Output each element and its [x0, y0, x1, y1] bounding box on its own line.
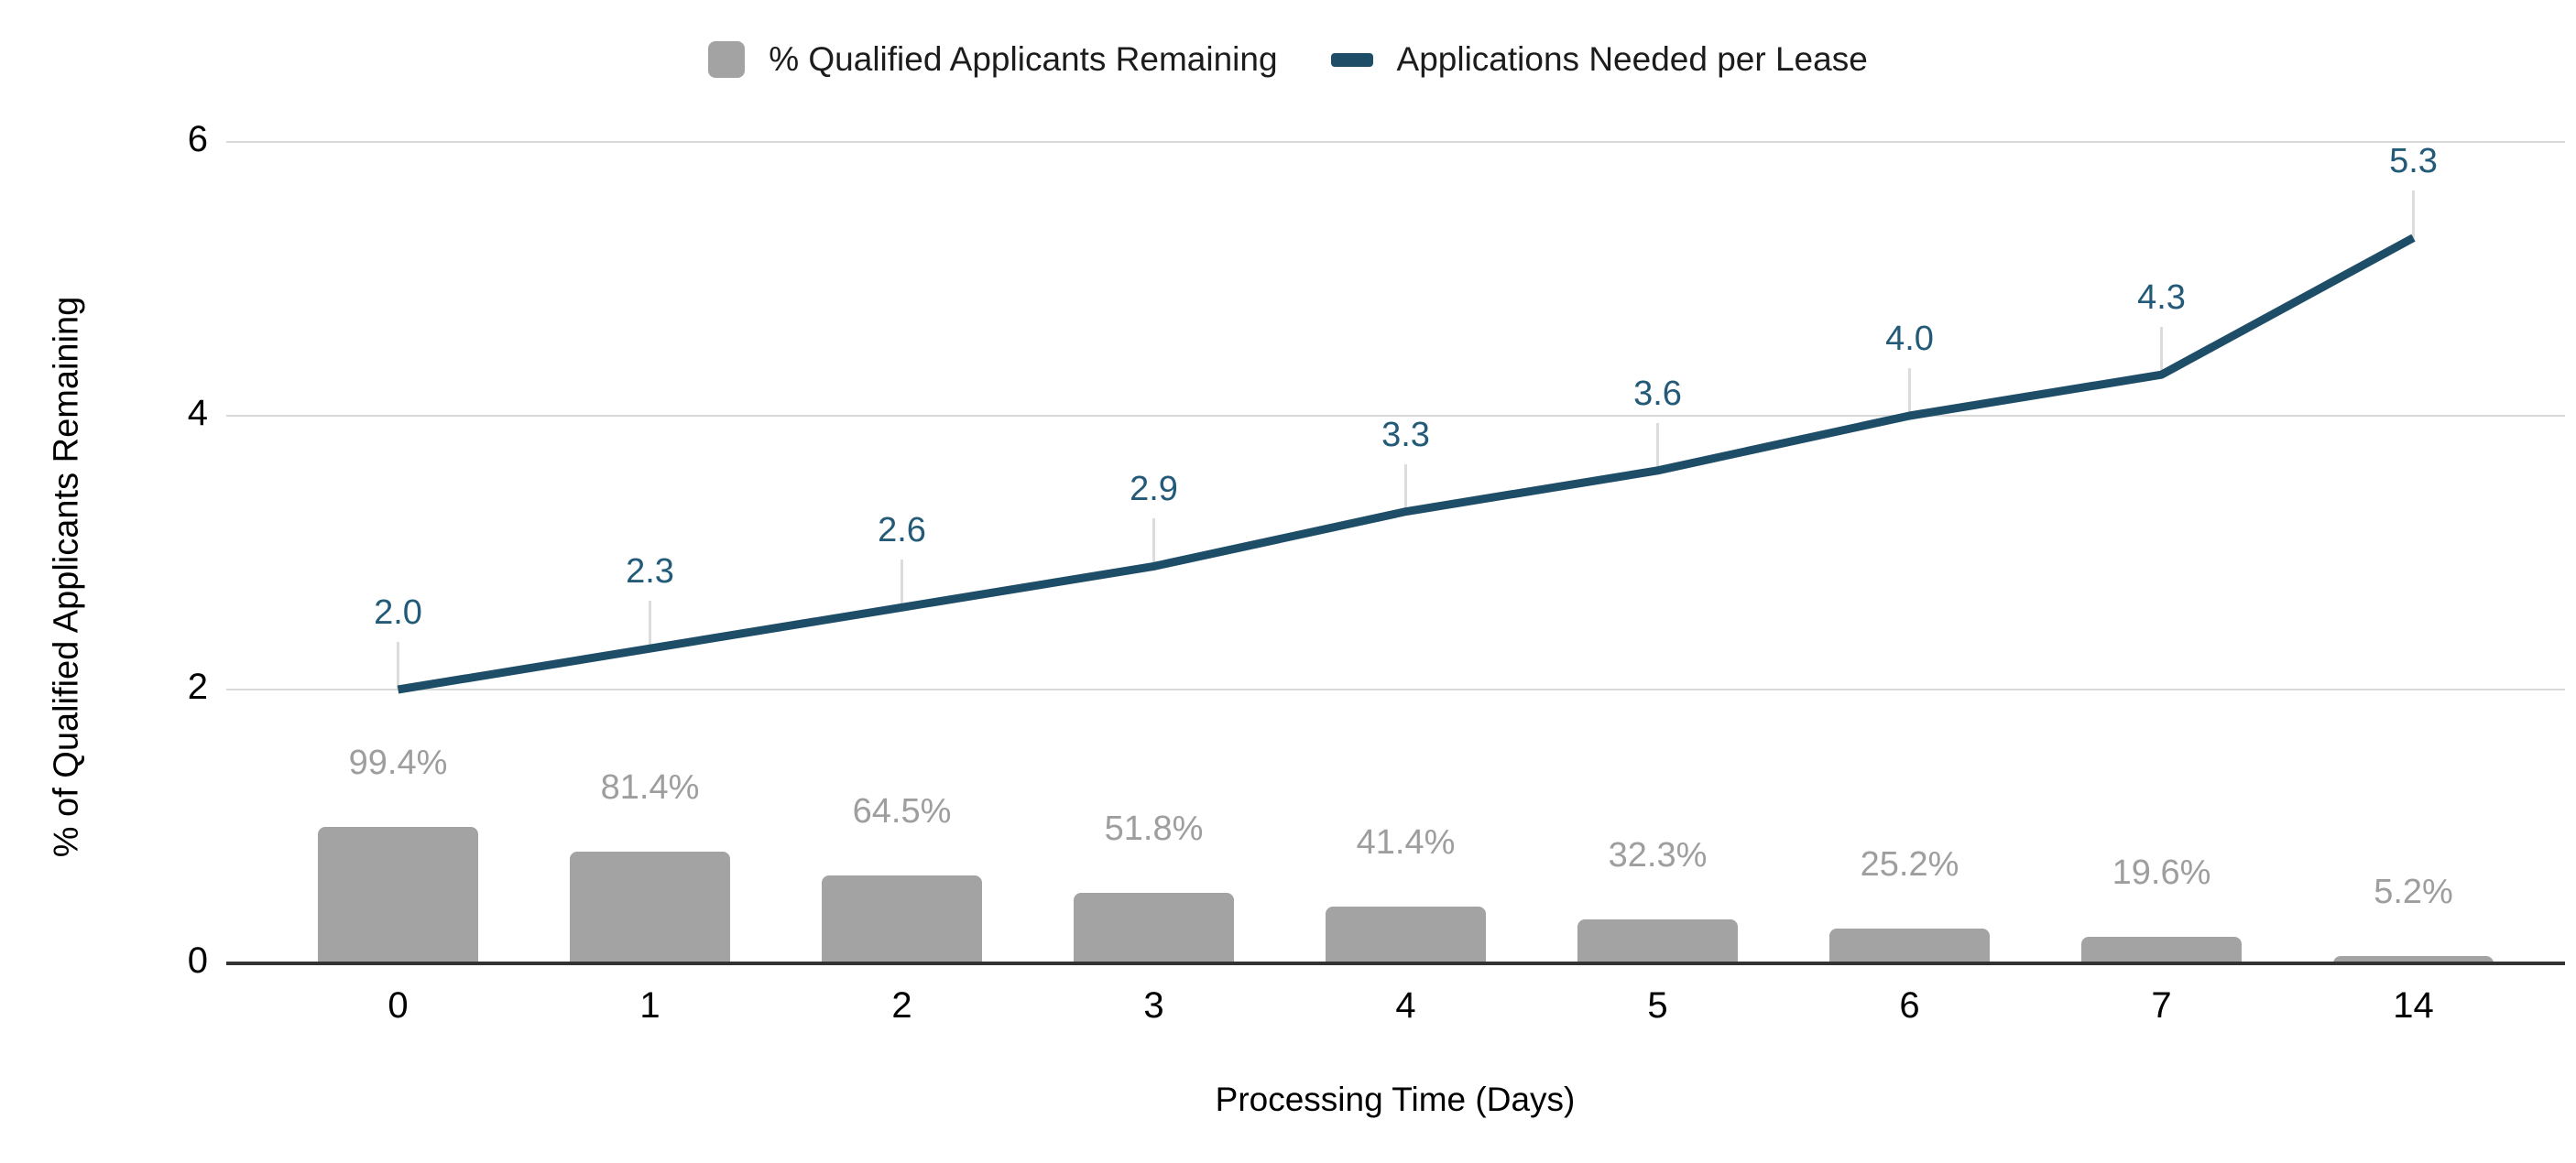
- legend-item-bars: % Qualified Applicants Remaining: [708, 40, 1278, 79]
- bar: [1829, 929, 1990, 963]
- bar-swatch-icon: [708, 41, 746, 78]
- bar-value-label: 99.4%: [348, 744, 448, 783]
- y-tick-label: 4: [187, 393, 208, 433]
- line-point-label: 4.0: [1885, 320, 1934, 358]
- line-series-svg: [397, 234, 2416, 694]
- x-tick-label: 1: [639, 985, 660, 1026]
- gridline: [226, 141, 2565, 143]
- x-tick-label: 3: [1143, 985, 1164, 1026]
- leader-tick-line: [1908, 368, 1911, 416]
- line-point-label: 2.0: [374, 593, 422, 632]
- x-axis-title: Processing Time (Days): [1215, 1081, 1576, 1118]
- bar-value-label: 64.5%: [852, 791, 952, 831]
- line-point-label: 5.3: [2389, 141, 2438, 180]
- bar-value-label: 81.4%: [600, 768, 700, 808]
- line-point-label: 3.6: [1633, 374, 1682, 413]
- x-tick-label: 4: [1395, 985, 1416, 1026]
- leader-tick-line: [901, 560, 903, 608]
- bar: [822, 875, 982, 963]
- leader-tick-line: [2160, 327, 2163, 375]
- bar-value-label: 41.4%: [1356, 823, 1456, 863]
- bar-value-label: 51.8%: [1104, 809, 1204, 848]
- line-point-label: 2.3: [626, 552, 674, 592]
- leader-tick-line: [1152, 518, 1155, 567]
- line-swatch-icon: [1330, 52, 1373, 67]
- bar-value-label: 32.3%: [1608, 835, 1708, 875]
- x-tick-label: 7: [2151, 985, 2172, 1026]
- line-point-label: 2.9: [1130, 470, 1178, 509]
- y-axis-title: % of Qualified Applicants Remaining: [47, 296, 86, 858]
- bar: [570, 852, 730, 963]
- gridline: [226, 415, 2565, 417]
- leader-tick-line: [649, 601, 651, 649]
- leader-tick-line: [1656, 422, 1659, 471]
- gridline: [226, 689, 2565, 690]
- bar: [1326, 907, 1486, 963]
- y-tick-label: 0: [187, 940, 208, 981]
- x-tick-label: 5: [1647, 985, 1668, 1026]
- bar-value-label: 5.2%: [2374, 873, 2453, 912]
- plot-area: 99.4% 81.4% 64.5% 51.8% 41.4% 32.3% 25.2% 19.6%…: [226, 141, 2565, 965]
- legend: % Qualified Applicants Remaining Applica…: [0, 40, 2576, 79]
- applications-needed-line: [397, 234, 2416, 694]
- leader-tick-line: [397, 642, 399, 690]
- bar: [2333, 956, 2494, 963]
- bar: [1074, 892, 1234, 963]
- x-tick-label: 14: [2393, 985, 2434, 1026]
- bar: [318, 827, 478, 963]
- bar: [2081, 936, 2242, 963]
- y-tick-label: 2: [187, 667, 208, 707]
- x-tick-label: 0: [387, 985, 409, 1026]
- x-tick-label: 6: [1899, 985, 1920, 1026]
- line-point-label: 3.3: [1381, 415, 1430, 454]
- legend-item-line: Applications Needed per Lease: [1330, 40, 1868, 79]
- bar-value-label: 25.2%: [1860, 845, 1959, 885]
- legend-label-bars: % Qualified Applicants Remaining: [769, 40, 1278, 78]
- line-point-label: 4.3: [2137, 278, 2186, 318]
- legend-label-line: Applications Needed per Lease: [1396, 40, 1868, 78]
- line-point-label: 2.6: [878, 511, 926, 550]
- y-tick-label: 6: [187, 119, 208, 159]
- leader-tick-line: [1404, 463, 1407, 512]
- x-tick-label: 2: [891, 985, 912, 1026]
- bar: [1577, 918, 1738, 963]
- leader-tick-line: [2412, 190, 2415, 238]
- bar-value-label: 19.6%: [2112, 853, 2211, 892]
- x-axis-baseline: [226, 962, 2565, 965]
